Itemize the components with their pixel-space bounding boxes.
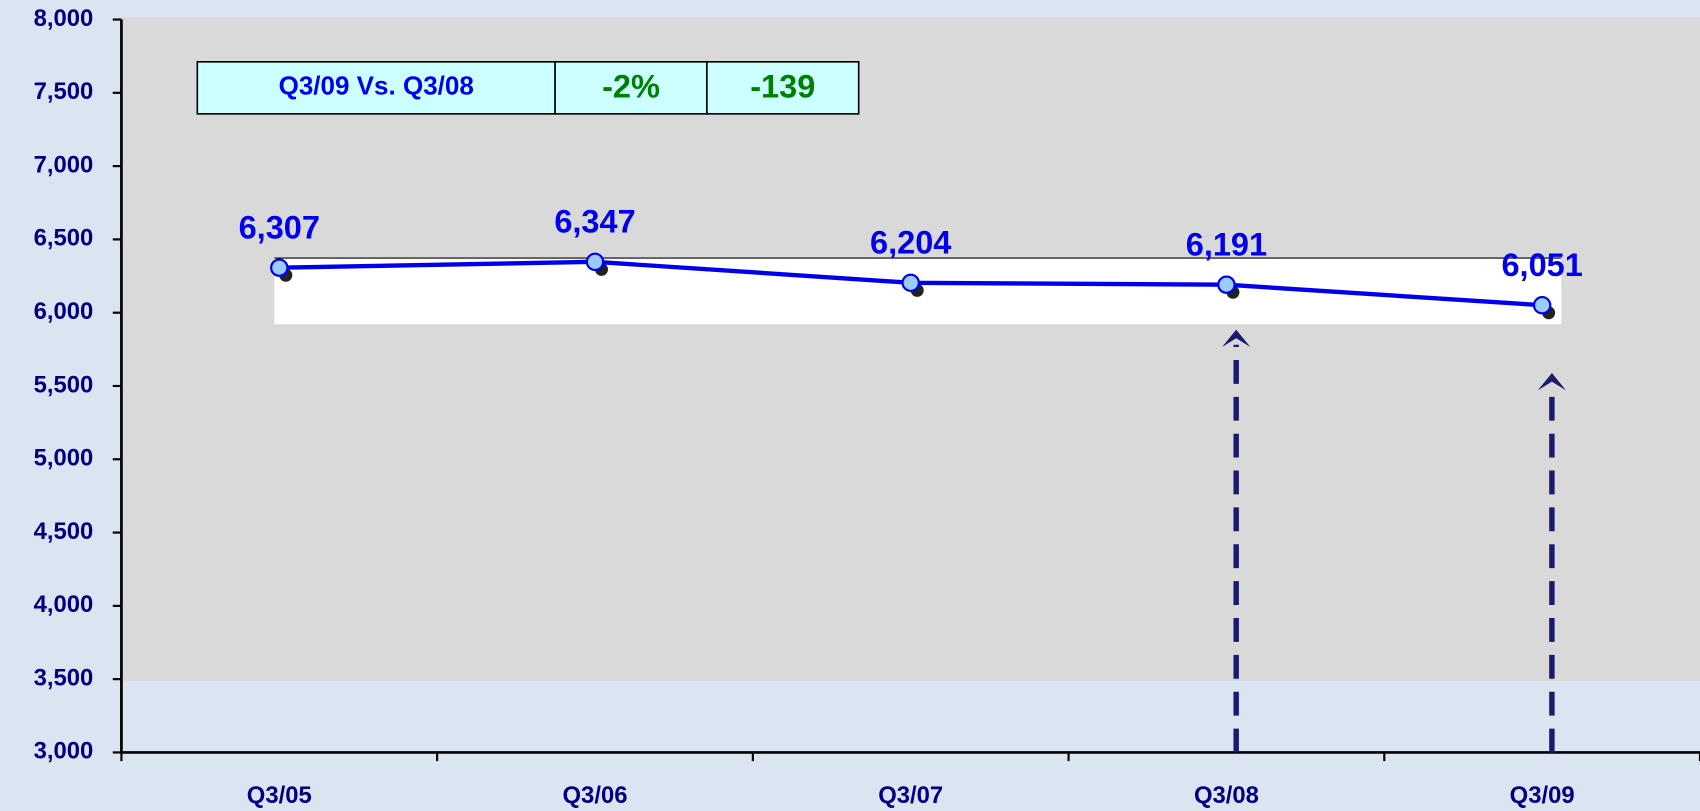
data-label: 6,191	[1186, 226, 1267, 262]
y-tick-label: 5,000	[34, 445, 94, 472]
annotation-cell	[196, 61, 556, 115]
marker	[585, 252, 605, 272]
y-tick-label: 3,000	[34, 738, 94, 765]
y-tick-label: 6,500	[34, 225, 94, 252]
data-label: 6,307	[239, 209, 320, 245]
data-label: 6,204	[870, 224, 951, 260]
y-tick-label: 7,000	[34, 151, 94, 178]
y-tick-label: 6,000	[34, 298, 94, 325]
data-label: 6,347	[554, 203, 635, 239]
marker	[270, 258, 289, 277]
y-tick-label: 5,500	[34, 371, 94, 398]
annotation-cell	[554, 61, 708, 115]
marker	[1532, 296, 1552, 315]
y-tick-label: 3,500	[34, 664, 94, 691]
x-tick-label: Q3/08	[1194, 782, 1259, 809]
annotation-cell	[706, 61, 860, 115]
annotation-box: Q3/09 Vs. Q3/08 -2% -139	[196, 61, 860, 115]
plot-area	[121, 17, 1700, 681]
x-tick-label: Q3/05	[247, 782, 312, 809]
x-tick-label: Q3/07	[878, 782, 943, 809]
marker	[1217, 275, 1236, 294]
y-tick-label: 4,000	[34, 591, 94, 618]
marker	[901, 273, 920, 293]
arrow-head	[1222, 329, 1251, 347]
annotation-change: -139	[750, 69, 815, 105]
x-tick-label: Q3/09	[1510, 782, 1575, 809]
y-tick-label: 8,000	[34, 5, 94, 32]
data-label: 6,051	[1501, 247, 1582, 283]
annotation-pct: -2%	[602, 69, 660, 105]
x-tick-label: Q3/06	[563, 782, 628, 809]
y-tick-label: 7,500	[34, 78, 94, 105]
y-tick-label: 4,500	[34, 518, 94, 545]
annotation-label: Q3/09 Vs. Q3/08	[279, 71, 474, 101]
